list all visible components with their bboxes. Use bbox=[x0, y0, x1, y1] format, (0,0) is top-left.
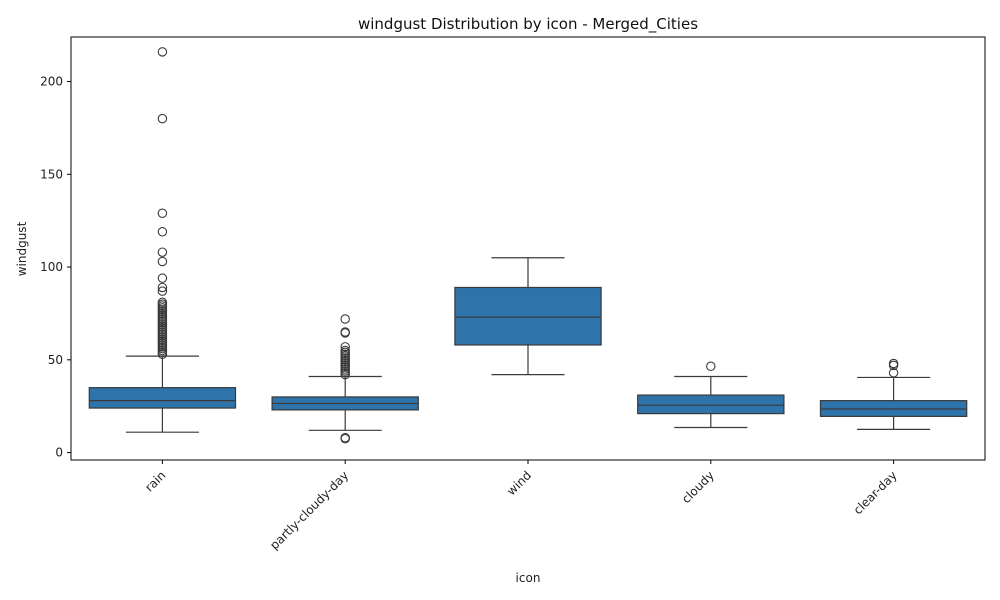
box-group-clear-day bbox=[819, 358, 968, 430]
outlier-point bbox=[340, 342, 350, 352]
y-tick-label: 50 bbox=[48, 353, 63, 367]
outlier-point bbox=[157, 273, 168, 283]
chart-title: windgust Distribution by icon - Merged_C… bbox=[358, 15, 698, 34]
box-iqr bbox=[88, 387, 237, 409]
outlier-point bbox=[157, 286, 168, 296]
y-axis-label: windgust bbox=[15, 221, 29, 276]
box-group-rain bbox=[88, 47, 237, 433]
outlier-point bbox=[157, 113, 168, 124]
outlier-point bbox=[340, 345, 350, 356]
x-tick-label: clear-day bbox=[851, 468, 900, 517]
outlier-point bbox=[888, 368, 899, 378]
x-tick-label: cloudy bbox=[679, 468, 717, 506]
outlier-point bbox=[340, 432, 350, 443]
x-axis-label: icon bbox=[516, 571, 541, 585]
outlier-point bbox=[888, 358, 899, 369]
outlier-point bbox=[706, 361, 716, 372]
outlier-point bbox=[157, 256, 168, 267]
outlier-point bbox=[157, 247, 168, 257]
outlier-point bbox=[157, 208, 168, 219]
box-group-wind bbox=[454, 257, 602, 376]
box-iqr bbox=[637, 394, 785, 415]
box-group-cloudy bbox=[637, 361, 785, 429]
box-group-partly-cloudy-day bbox=[271, 314, 419, 444]
x-tick-label: rain bbox=[142, 468, 168, 494]
outlier-point bbox=[340, 314, 350, 324]
plot-area bbox=[88, 47, 968, 444]
outlier-point bbox=[157, 47, 168, 57]
y-tick-label: 0 bbox=[55, 446, 63, 460]
x-tick-label: partly-cloudy-day bbox=[267, 468, 351, 552]
outlier-point bbox=[157, 297, 168, 308]
y-tick-label: 100 bbox=[40, 260, 63, 274]
y-tick-label: 200 bbox=[40, 75, 63, 89]
outlier-point bbox=[157, 227, 168, 237]
y-tick-label: 150 bbox=[40, 167, 63, 181]
box-iqr bbox=[454, 286, 602, 346]
outlier-point bbox=[340, 327, 350, 337]
outlier-point bbox=[157, 282, 168, 293]
x-tick-label: wind bbox=[504, 468, 534, 498]
